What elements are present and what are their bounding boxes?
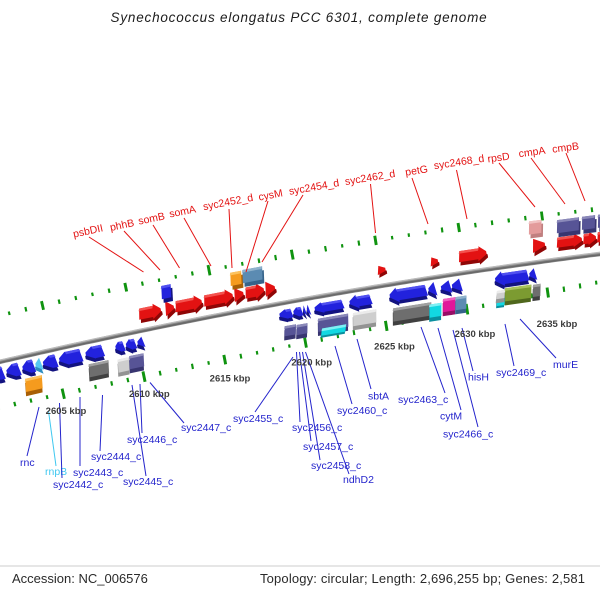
svg-text:Topology: circular; Length: 2,: Topology: circular; Length: 2,696,255 bp… bbox=[260, 571, 585, 586]
svg-text:Synechococcus elongatus PCC 63: Synechococcus elongatus PCC 6301, comple… bbox=[111, 10, 488, 25]
svg-text:syc2460_c: syc2460_c bbox=[337, 405, 387, 417]
svg-text:syc2469_c: syc2469_c bbox=[496, 367, 546, 379]
svg-text:syc2463_c: syc2463_c bbox=[398, 394, 448, 406]
svg-text:syc2455_c: syc2455_c bbox=[233, 413, 283, 425]
svg-text:Accession: NC_006576: Accession: NC_006576 bbox=[12, 571, 148, 586]
svg-text:2615 kbp: 2615 kbp bbox=[210, 373, 251, 384]
svg-text:syc2447_c: syc2447_c bbox=[181, 422, 231, 434]
svg-text:rnc: rnc bbox=[20, 457, 35, 469]
svg-text:2630 kbp: 2630 kbp bbox=[455, 329, 496, 340]
svg-text:cytM: cytM bbox=[440, 411, 462, 423]
svg-text:2625 kbp: 2625 kbp bbox=[374, 342, 415, 353]
svg-text:syc2446_c: syc2446_c bbox=[127, 434, 177, 446]
svg-text:sbtA: sbtA bbox=[368, 391, 389, 403]
svg-text:syc2442_c: syc2442_c bbox=[53, 479, 103, 491]
svg-text:2620 kbp: 2620 kbp bbox=[291, 358, 332, 369]
svg-text:syc2458_c: syc2458_c bbox=[311, 460, 361, 472]
svg-text:ndhD2: ndhD2 bbox=[343, 474, 374, 486]
svg-text:syc2445_c: syc2445_c bbox=[123, 476, 173, 488]
svg-text:rnpB: rnpB bbox=[45, 466, 67, 478]
svg-text:hisH: hisH bbox=[468, 372, 489, 384]
svg-text:syc2456_c: syc2456_c bbox=[292, 422, 342, 434]
svg-text:syc2457_c: syc2457_c bbox=[303, 441, 353, 453]
svg-text:syc2444_c: syc2444_c bbox=[91, 451, 141, 463]
svg-text:syc2466_c: syc2466_c bbox=[443, 429, 493, 441]
svg-text:2610 kbp: 2610 kbp bbox=[129, 389, 170, 400]
svg-text:2635 kbp: 2635 kbp bbox=[537, 319, 578, 330]
svg-text:2605 kbp: 2605 kbp bbox=[46, 406, 87, 417]
svg-text:syc2443_c: syc2443_c bbox=[73, 467, 123, 479]
svg-text:murE: murE bbox=[553, 359, 578, 371]
